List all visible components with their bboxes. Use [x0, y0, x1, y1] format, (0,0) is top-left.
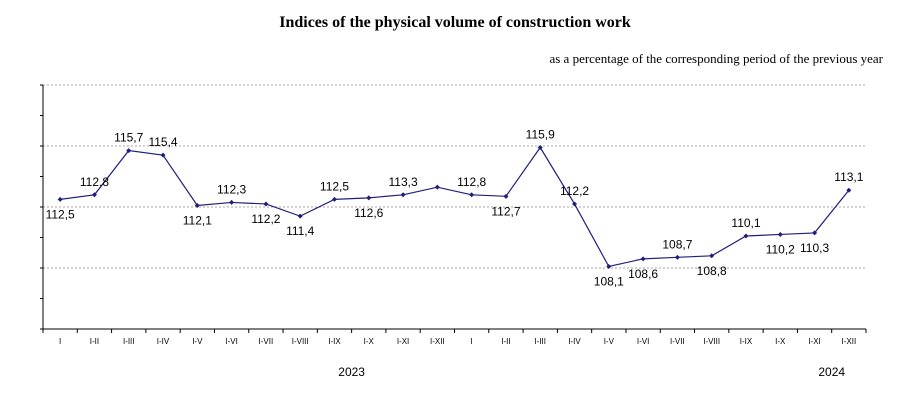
x-tick-label: I-VIII — [703, 337, 720, 346]
data-point — [160, 152, 166, 158]
x-tick-label: I-XI — [808, 337, 820, 346]
data-label: 110,2 — [766, 242, 795, 256]
data-point — [777, 231, 783, 237]
year-label: 2024 — [818, 365, 845, 379]
x-tick-label: I-XII — [842, 337, 857, 346]
data-label: 110,3 — [800, 241, 829, 255]
gridlines — [43, 84, 866, 269]
data-label: 112,5 — [46, 207, 75, 221]
x-axis-ticks — [42, 329, 867, 333]
data-point — [57, 196, 63, 202]
data-label: 113,1 — [834, 170, 863, 184]
x-tick-label: I-III — [534, 337, 546, 346]
data-point — [572, 201, 578, 207]
data-point — [331, 196, 337, 202]
data-label: 108,6 — [628, 267, 658, 281]
x-tick-label: I-IV — [157, 337, 170, 346]
data-label: 112,5 — [320, 179, 349, 193]
chart-subtitle: as a percentage of the corresponding per… — [549, 51, 883, 66]
data-point — [263, 201, 269, 207]
data-point — [126, 148, 132, 154]
data-label: 113,3 — [388, 175, 417, 189]
data-point — [640, 256, 646, 262]
data-label: 115,4 — [148, 135, 177, 149]
data-point — [812, 230, 818, 236]
data-points — [57, 145, 852, 269]
x-tick-label: I-IV — [568, 337, 581, 346]
data-label: 112,2 — [251, 212, 280, 226]
data-point — [537, 145, 543, 151]
data-label: 112,3 — [217, 182, 246, 196]
data-label: 112,7 — [491, 204, 520, 218]
x-tick-label: I-III — [123, 337, 135, 346]
data-point — [194, 202, 200, 208]
data-label: 112,2 — [560, 184, 589, 198]
data-point — [743, 233, 749, 239]
data-point — [469, 192, 475, 198]
x-tick-label: I-VII — [670, 337, 685, 346]
data-label: 108,1 — [594, 274, 624, 288]
x-tick-label: I-X — [364, 337, 375, 346]
data-point — [297, 213, 303, 219]
x-tick-label: I — [59, 337, 61, 346]
data-label: 115,7 — [114, 131, 143, 145]
data-label: 108,7 — [662, 237, 692, 251]
x-tick-label: I-X — [775, 337, 786, 346]
x-tick-label: I-II — [90, 337, 99, 346]
x-tick-label: I-V — [604, 337, 615, 346]
x-tick-label: I-VII — [259, 337, 274, 346]
data-point — [434, 184, 440, 190]
x-tick-label: I-XII — [430, 337, 445, 346]
data-label: 108,8 — [697, 264, 727, 278]
year-labels: 2023 2024 — [338, 365, 845, 379]
x-tick-label: I-VIII — [292, 337, 309, 346]
chart-title: Indices of the physical volume of constr… — [279, 14, 631, 31]
data-point — [503, 193, 509, 199]
data-point — [709, 253, 715, 259]
data-labels: 112,5 112,8 115,7 115,4 112,1 112,3 112,2 111,4… — [46, 128, 864, 289]
data-label: 115,9 — [526, 128, 555, 142]
data-label: 112,8 — [457, 175, 486, 189]
data-point — [606, 263, 612, 269]
data-point — [91, 192, 97, 198]
year-label: 2023 — [338, 365, 365, 379]
x-tick-label: I-V — [192, 337, 203, 346]
data-label: 111,4 — [286, 224, 315, 238]
data-label: 110,1 — [731, 216, 760, 230]
data-point — [366, 195, 372, 201]
x-tick-label: I-II — [501, 337, 510, 346]
x-tick-label: I-IX — [740, 337, 753, 346]
series-line — [60, 146, 850, 268]
x-tick-label: I — [471, 337, 473, 346]
data-point — [846, 187, 852, 193]
data-label: 112,8 — [80, 175, 109, 189]
data-point — [400, 192, 406, 198]
x-tick-label: I-XI — [397, 337, 409, 346]
x-tick-label: I-IX — [328, 337, 341, 346]
x-tick-label: I-VI — [637, 337, 649, 346]
x-tick-label: I-VI — [225, 337, 237, 346]
data-point — [229, 199, 235, 205]
x-tick-labels: I I-II I-III I-IV I-V I-VI I-VII I-VIII I-IX I-X I… — [59, 337, 856, 346]
data-point — [674, 254, 680, 260]
data-label: 112,1 — [183, 213, 212, 227]
data-label: 112,6 — [354, 206, 383, 220]
